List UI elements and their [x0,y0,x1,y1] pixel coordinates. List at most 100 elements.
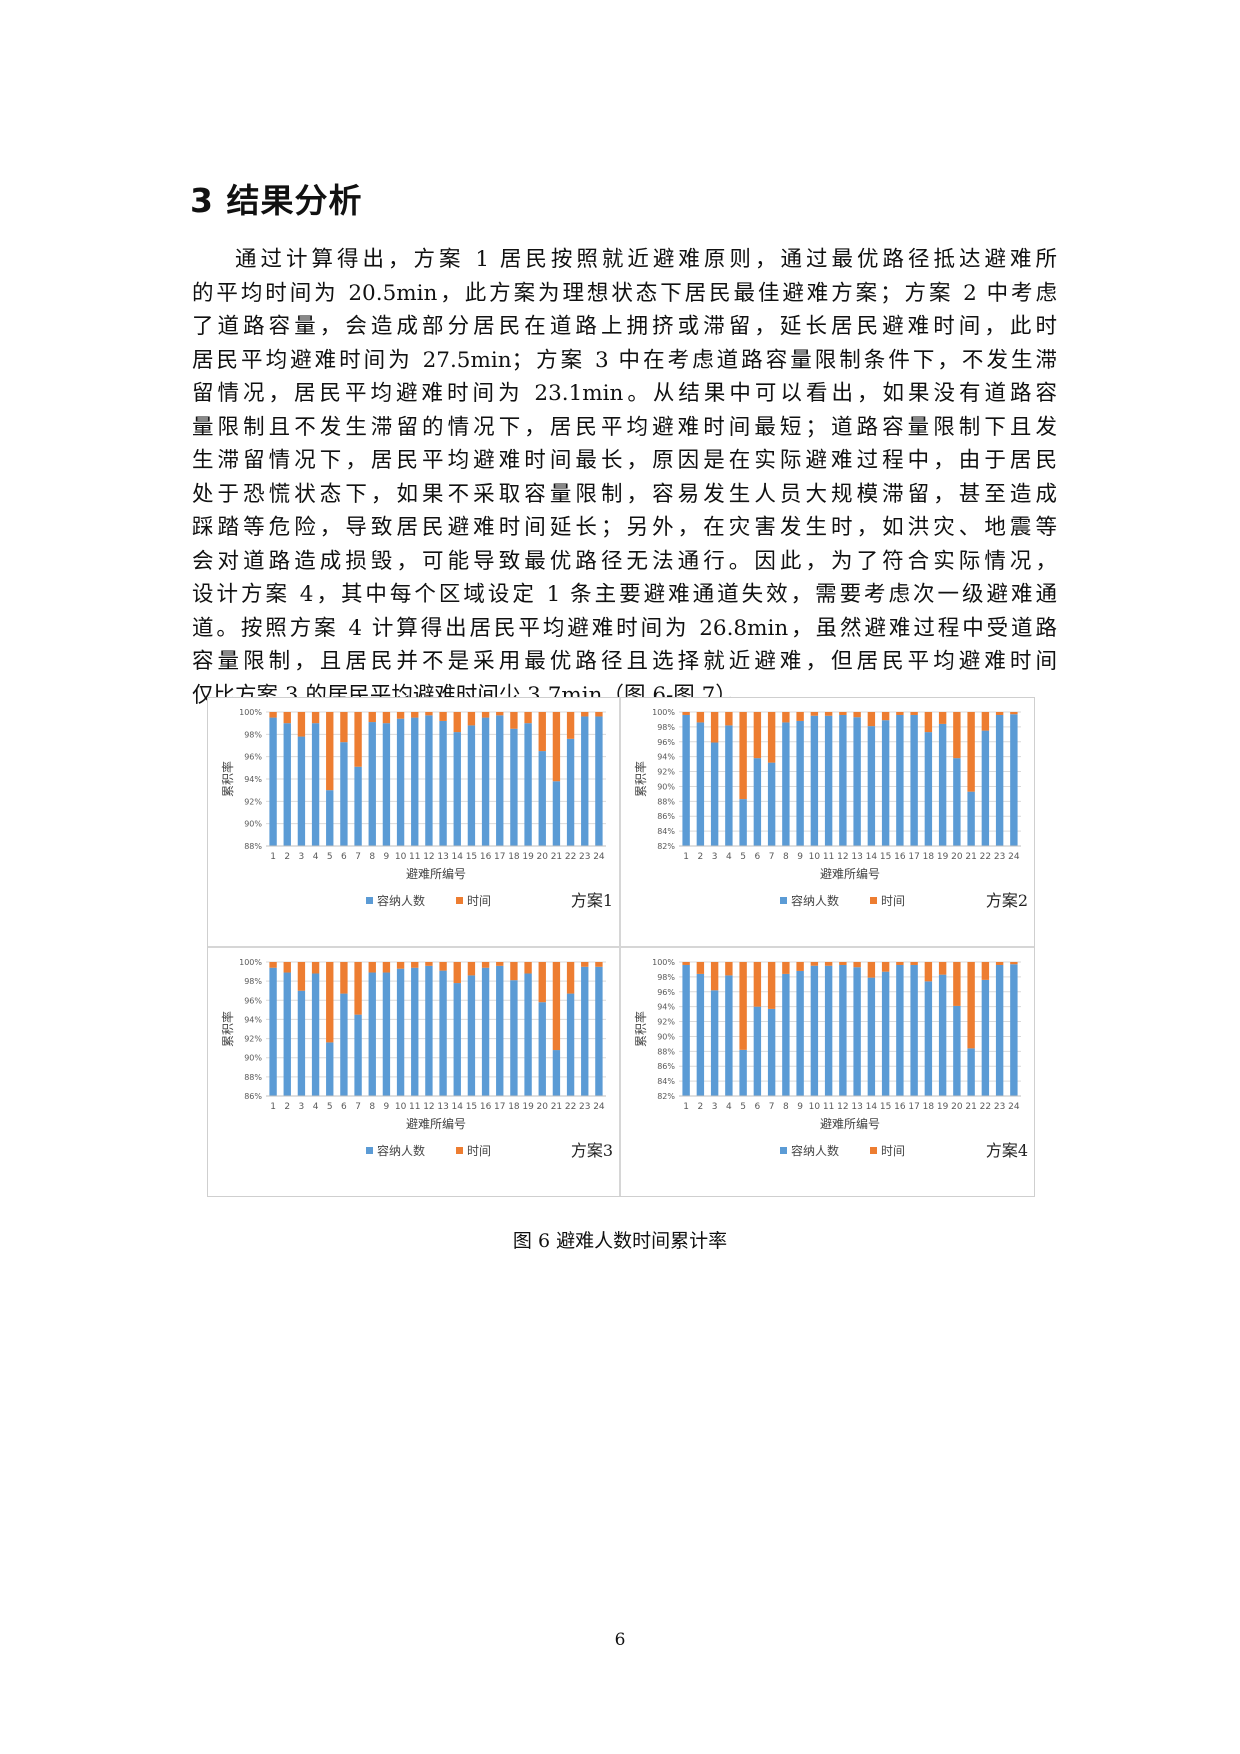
bar-time [924,962,933,982]
bar-time [510,962,518,981]
bar-time [682,962,690,965]
y-tick-label: 88% [657,797,675,806]
bar-time [910,712,918,715]
bar-capacity [767,1008,776,1096]
bar-capacity [725,975,733,1096]
bar-capacity [867,726,876,846]
legend-swatch-capacity [366,1147,373,1154]
bar-capacity [311,973,320,1096]
bar-capacity [967,1048,975,1096]
y-tick-label: 96% [657,988,675,997]
legend-label-time: 时间 [881,894,905,908]
bar-capacity [881,720,890,846]
x-tick-label: 1 [270,852,276,862]
bar-capacity [824,965,833,1096]
y-tick-label: 88% [244,842,262,851]
x-tick-label: 5 [740,852,746,862]
bar-capacity [396,968,405,1096]
bar-capacity [538,1002,546,1096]
x-tick-label: 4 [726,852,732,862]
x-tick-label: 8 [369,852,375,862]
bar-time [682,712,690,715]
y-tick-label: 96% [657,738,675,747]
legend-label-capacity: 容纳人数 [791,893,839,908]
bar-capacity [995,964,1004,1096]
x-tick-label: 5 [327,852,333,862]
bar-capacity [1010,964,1018,1096]
x-tick-label: 8 [369,1102,375,1112]
x-tick-label: 3 [299,1102,305,1112]
bar-time [283,962,291,973]
x-tick-label: 23 [579,852,590,862]
bar-time [810,712,819,716]
x-tick-label: 21 [551,852,562,862]
scheme-label: 方案2 [986,891,1028,910]
bar-time [739,712,747,800]
bar-time [283,712,291,724]
x-tick-label: 2 [284,1102,290,1112]
x-tick-label: 4 [313,1102,319,1112]
x-tick-label: 13 [437,1102,448,1112]
bar-time [739,962,747,1050]
bar-capacity [739,1049,747,1096]
bar-capacity [696,973,705,1096]
bar-time [696,712,705,723]
bar-capacity [910,964,918,1096]
x-tick-label: 15 [466,1102,477,1112]
y-tick-label: 88% [657,1047,675,1056]
x-tick-label: 23 [579,1102,590,1112]
legend-label-capacity: 容纳人数 [377,1143,425,1158]
paragraph-line: 踩踏等危险，导致居民避难时间延长；另外，在灾害发生时，如洪灾、地震等 [192,515,1057,540]
bar-time [995,962,1004,965]
x-tick-label: 6 [341,852,347,862]
bar-capacity [967,791,975,846]
bar-capacity [938,974,947,1096]
x-tick-label: 16 [894,852,906,862]
bar-time [896,712,904,715]
y-tick-label: 86% [657,812,675,821]
x-tick-label: 16 [894,1102,906,1112]
chart-panel-2: 82% 84% 86% 88% 90% 92% 94% 96% 98% 100% 1 2 3 4 5 6 7 8 9… [621,698,1034,946]
page-number: 6 [614,1630,626,1650]
paragraph-line: 留情况，居民平均避难时间为 23.1min。从结果中可以看出，如果没有道路容 [192,381,1057,406]
bar-time [867,712,876,727]
x-tick-label: 14 [866,1102,878,1112]
x-tick-label: 10 [395,852,407,862]
y-tick-label: 92% [244,797,262,806]
bar-capacity [496,715,504,846]
y-tick-label: 82% [657,842,675,851]
bar-capacity [753,758,762,846]
legend-label-capacity: 容纳人数 [791,1143,839,1158]
bar-capacity [696,722,705,846]
bar-time [311,712,320,724]
paragraph-line: 了道路容量，会造成部分居民在道路上拥挤或滞留，延长居民避难时间，此时 [192,314,1057,339]
bar-time [881,712,890,721]
y-tick-label: 88% [244,1073,262,1082]
y-tick-label: 94% [657,753,675,762]
bar-time [1010,712,1018,715]
y-axis-title: 累积率 [633,761,648,797]
x-axis-title: 避难所编号 [406,1116,466,1131]
bar-time [796,962,804,971]
x-tick-label: 9 [384,1102,390,1112]
bar-time [368,962,376,973]
x-tick-label: 8 [783,852,789,862]
section-heading: 3 结果分析 [190,181,363,220]
bar-capacity [552,781,561,846]
paragraph-line: 处于恐慌状态下，如果不采取容量限制，容易发生人员大规模滞留，甚至造成 [192,481,1057,507]
bar-time [552,712,561,782]
bar-time [767,962,776,1009]
x-tick-label: 22 [980,1102,991,1112]
x-tick-label: 13 [437,852,448,862]
bar-time [696,962,705,974]
bar-capacity [782,973,790,1096]
bar-capacity [896,964,904,1096]
bar-time [782,962,790,974]
bar-capacity [326,790,334,846]
bar-time [354,712,362,767]
chart-svg-3: 86%88%90%92%94%96%98%100%1 2 3 4 5 6 7 8 9 10 11 12… [220,958,613,1160]
bar-capacity [510,728,518,846]
bar-capacity [524,723,532,846]
x-tick-label: 20 [537,852,549,862]
y-tick-label: 84% [657,1077,675,1086]
